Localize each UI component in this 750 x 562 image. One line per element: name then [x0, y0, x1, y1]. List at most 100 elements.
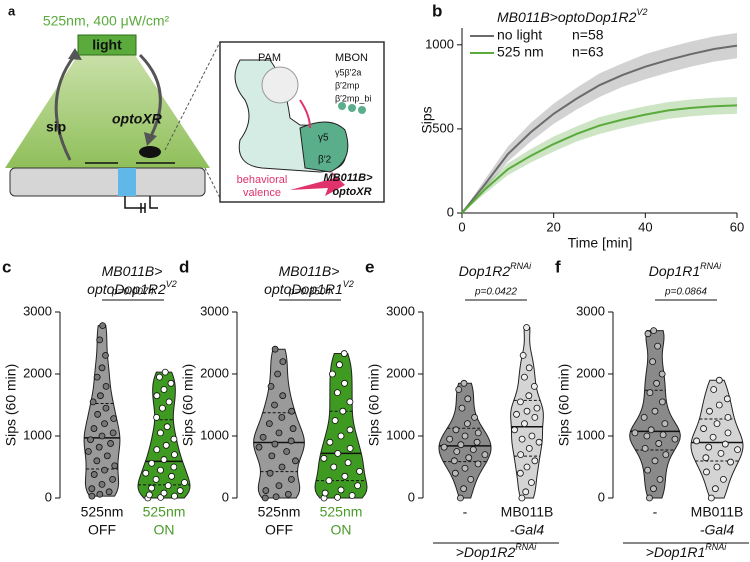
data-point — [271, 401, 278, 409]
mb-lobe — [299, 121, 349, 173]
data-point — [274, 370, 282, 378]
data-point — [271, 440, 279, 448]
data-point — [272, 493, 280, 501]
data-point — [99, 322, 107, 330]
data-point — [641, 444, 649, 452]
data-point — [275, 429, 283, 437]
chart-title: Dop1R1RNAi — [649, 261, 722, 278]
data-point — [181, 479, 188, 486]
data-point — [145, 491, 153, 499]
data-point — [458, 404, 466, 412]
data-point — [170, 463, 178, 471]
data-point — [93, 457, 101, 465]
violin — [314, 353, 368, 499]
group-label: -Gal4 — [510, 522, 544, 538]
arrow — [138, 53, 162, 139]
data-point — [658, 398, 666, 406]
data-point — [165, 398, 173, 406]
y-tick-label: 3000 — [23, 303, 52, 318]
data-point — [523, 407, 531, 415]
genotype-label-text: >Dop1R2 — [456, 544, 516, 560]
y-axis-label: Sips (60 min) — [366, 364, 382, 446]
driver-label: optoXR — [332, 186, 371, 198]
data-point — [461, 432, 469, 440]
lobe-label: β′2 — [318, 155, 332, 166]
data-point — [340, 350, 348, 357]
data-point — [157, 466, 164, 474]
data-point — [644, 330, 652, 338]
data-point — [519, 351, 527, 359]
data-point — [87, 436, 94, 444]
data-point — [724, 413, 732, 421]
panel-label: a — [8, 3, 16, 18]
data-point — [255, 443, 263, 451]
y-tick-label: 3000 — [200, 303, 229, 318]
data-point — [517, 398, 524, 406]
data-point — [171, 451, 178, 459]
y-axis-label: Sips — [419, 106, 435, 133]
y-tick-label: 1000 — [576, 427, 605, 442]
y-tick-label: 0 — [222, 489, 229, 504]
series-line — [461, 44, 738, 214]
data-point — [525, 392, 533, 400]
valence-arrow — [290, 170, 345, 196]
data-point — [152, 475, 160, 483]
data-point — [640, 413, 648, 421]
data-point — [457, 441, 465, 449]
lobe-label: γ5 — [318, 133, 329, 144]
data-point — [528, 432, 536, 440]
data-point — [148, 459, 156, 467]
data-point — [283, 448, 291, 455]
y-tick-label: 2000 — [386, 365, 415, 380]
optoxr-label: optoXR — [112, 111, 163, 127]
data-point — [334, 389, 341, 397]
data-point — [159, 404, 166, 412]
data-point — [706, 407, 713, 415]
data-point — [105, 488, 113, 496]
data-point — [142, 469, 150, 477]
data-point — [471, 413, 478, 421]
data-point — [341, 472, 349, 480]
y-axis-label: Sips (60 min) — [3, 364, 19, 446]
data-point — [102, 351, 109, 359]
data-point — [453, 448, 461, 455]
pam-projection — [299, 99, 311, 129]
data-point — [346, 398, 354, 406]
data-point — [440, 443, 448, 451]
y-tick-label: 3000 — [576, 303, 605, 318]
data-point — [661, 420, 669, 428]
data-point — [292, 457, 299, 465]
error-band — [462, 96, 737, 213]
data-point — [164, 482, 172, 490]
group-label: OFF — [265, 522, 293, 538]
panel-label: e — [365, 257, 374, 276]
p-value: p=0.0864 — [664, 287, 707, 298]
chart-title: optoDop1R2V2 — [87, 279, 177, 296]
electrodes — [85, 162, 175, 213]
data-point — [265, 420, 273, 428]
data-point — [148, 484, 155, 492]
y-axis-label: Sips (60 min) — [180, 364, 196, 446]
data-point — [96, 336, 104, 344]
data-point — [171, 492, 178, 500]
data-point — [530, 382, 538, 390]
data-point — [93, 373, 101, 381]
x-tick-label: 20 — [546, 219, 560, 234]
data-point — [98, 480, 106, 488]
chart-title-sup: RNAi — [700, 261, 722, 271]
data-point — [671, 435, 679, 443]
data-point — [160, 489, 168, 497]
data-point — [460, 485, 468, 493]
y-tick-label: 1000 — [23, 427, 52, 442]
data-point — [330, 463, 338, 471]
platform — [9, 167, 206, 197]
data-point — [89, 398, 97, 406]
genotype-label: >Dop1R2RNAi — [456, 542, 538, 559]
data-point — [160, 456, 168, 463]
data-point — [450, 457, 458, 465]
data-point — [713, 420, 721, 428]
data-point — [702, 454, 710, 462]
data-point — [325, 477, 333, 485]
data-point — [662, 451, 670, 459]
data-point — [469, 446, 477, 454]
